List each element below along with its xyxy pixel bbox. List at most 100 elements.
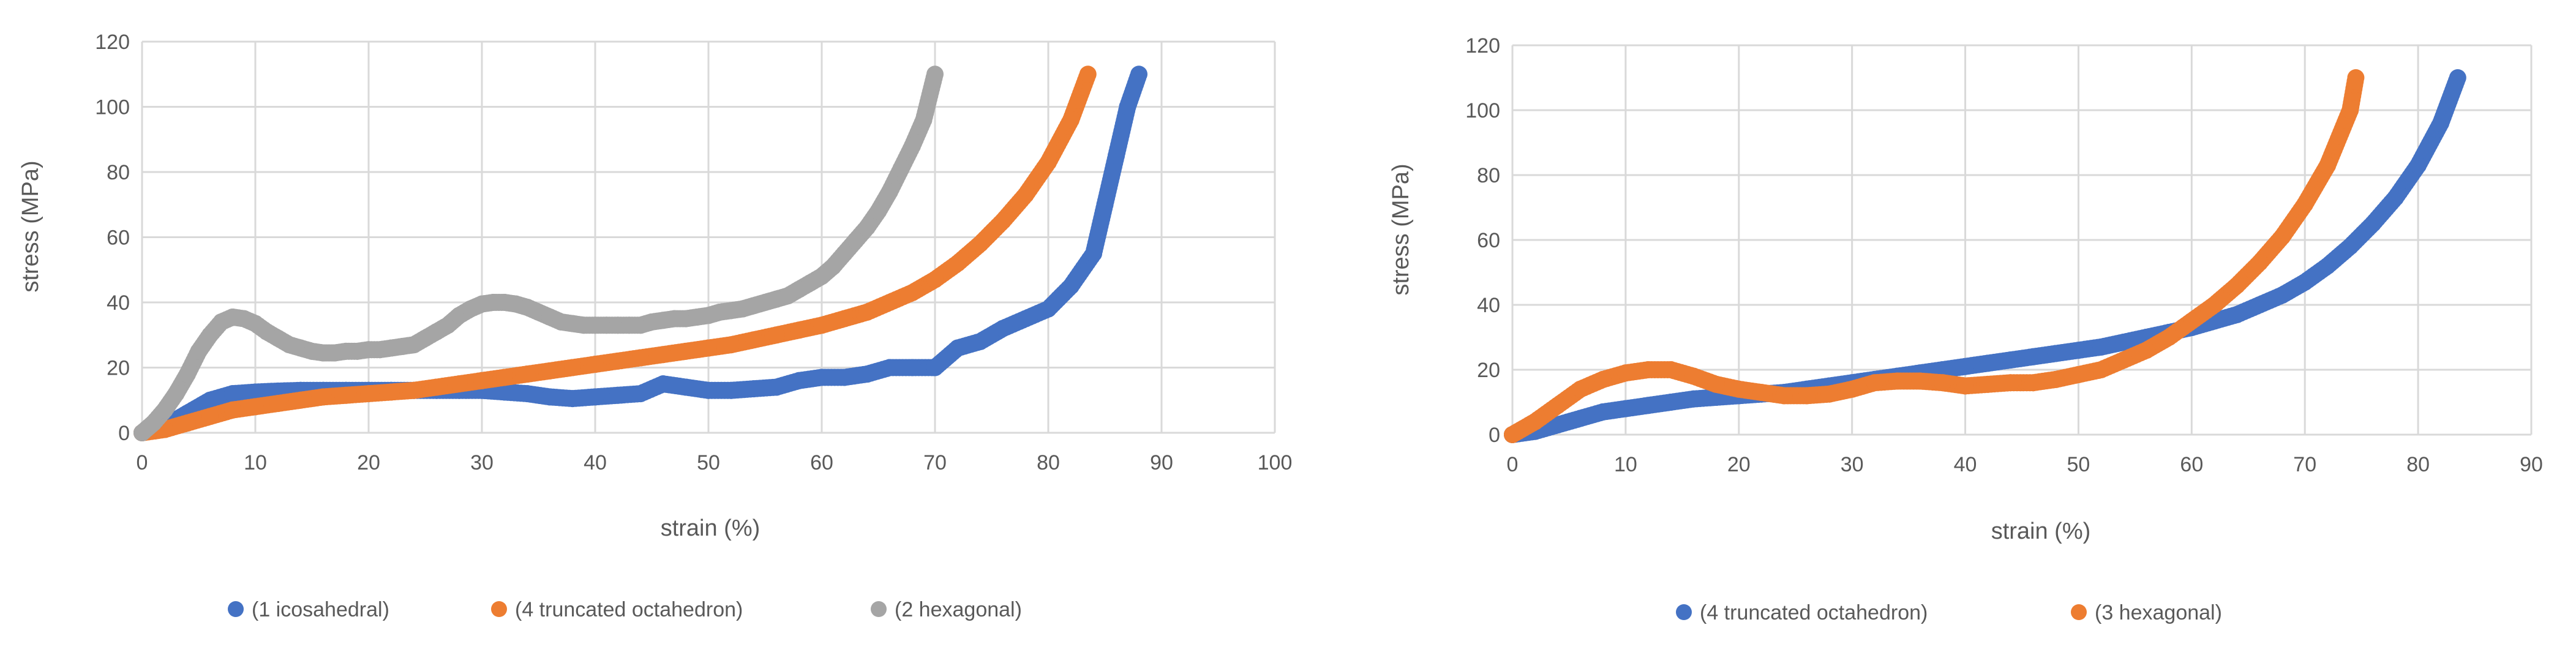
chart-right-series-1 [1504, 69, 2365, 443]
chart-right-series-1-point [1504, 426, 1521, 443]
chart-right-series-0-point [2409, 157, 2427, 174]
chart-left-series-1-point [723, 336, 740, 354]
chart-left-series-2-point [190, 342, 208, 360]
chart-left-series-2-point [869, 202, 887, 220]
chart-left-series-2-point [156, 401, 173, 419]
chart-right-series-1-point [2296, 195, 2314, 213]
chart-right-series-1-point [2274, 228, 2291, 245]
chart-left-x-axis-label: strain (%) [661, 515, 760, 541]
chart-right-legend: (4 truncated octahedron) (3 hexagonal) [1676, 601, 2222, 624]
chart-right-legend-marker [1676, 604, 1692, 620]
chart-right-series-0-point [2296, 273, 2314, 291]
chart-left-series-0-point [609, 386, 626, 404]
chart-left-series-1-point [904, 284, 921, 302]
chart-right-x-tick-label: 90 [2520, 453, 2543, 476]
chart-right-series-0-point [2024, 348, 2042, 365]
chart-right-marks [1504, 69, 2466, 443]
chart-left-series-0-point [836, 369, 853, 386]
chart-left-series-1-point [881, 294, 898, 311]
chart-left-x-tick-label: 0 [137, 451, 148, 474]
chart-right-x-tick-label: 20 [1727, 453, 1751, 476]
chart-right-gridlines [1511, 44, 2533, 436]
chart-left-x-tick-label: 40 [584, 451, 607, 474]
chart-left-series-2-point [926, 66, 944, 83]
chart-left-series-1-point [224, 401, 241, 419]
chart-left-series-2-point [167, 385, 185, 403]
chart-left-series-2-point [892, 160, 910, 178]
chart-right-series-1-point [2183, 312, 2201, 330]
chart-left-series-0-point [519, 385, 536, 403]
chart-left-series-2-point [915, 111, 933, 129]
chart-left-y-tick-label: 0 [118, 422, 130, 445]
chart-left-y-tick-label: 60 [107, 226, 130, 250]
chart-right-series-0-point [2387, 189, 2405, 207]
chart-left-x-tick-label: 90 [1150, 451, 1173, 474]
chart-left-series-0-point [587, 388, 604, 406]
chart-right-series-1-trail [1504, 72, 2364, 443]
chart-left-legend-label: (4 truncated octahedron) [515, 598, 743, 621]
chart-left-series-1-point [201, 408, 219, 425]
chart-right-y-tick-label: 120 [1465, 34, 1500, 58]
chart-left-series-0-point [745, 380, 762, 398]
chart-left-ticks: 0 20 40 60 80 100 120 0 10 20 30 40 50 60 70 80 90 100 [95, 31, 1292, 474]
chart-right-x-tick-label: 40 [1954, 453, 1977, 476]
chart-right-legend-label: (3 hexagonal) [2095, 601, 2222, 624]
chart-left-legend-label: (1 icosahedral) [252, 598, 389, 621]
chart-left-series-0-point [201, 391, 219, 409]
chart-left-series-0-point [1119, 98, 1136, 116]
chart-right-series-0-point [2251, 296, 2269, 313]
chart-right-y-axis-label: stress (MPa) [1388, 163, 1414, 295]
chart-left-series-0-point [1108, 147, 1125, 165]
chart-right-series-0-point [2047, 345, 2065, 362]
chart-right-series-1-point [1571, 380, 1589, 398]
chart-right-series-1-point [1752, 384, 1770, 402]
chart-left-series-0-point [224, 385, 241, 403]
chart-left-series-1-point [337, 386, 355, 404]
chart-right-series-1-point [1866, 374, 1883, 392]
chart-right-series-1-point [2251, 254, 2269, 272]
chart-right-series-1-point [2092, 361, 2110, 378]
chart-right-series-0-point [1549, 416, 1566, 434]
chart-right-series-1-point [1843, 380, 1861, 398]
chart-left-series-1-point [768, 326, 785, 344]
chart-left-legend-item: (1 icosahedral) [228, 598, 389, 621]
chart-left-x-tick-label: 30 [470, 451, 494, 474]
chart-left-x-tick-label: 20 [357, 451, 380, 474]
chart-right-series-0-point [2228, 305, 2246, 323]
chart-right-series-1-point [1730, 380, 1748, 398]
chart-left-series-0-point [1040, 300, 1057, 318]
chart-left-series-2-point [439, 316, 457, 334]
chart-left-series-1-point [926, 271, 944, 288]
chart-left-series-0-point [655, 375, 672, 393]
chart-left-series-2-point [847, 231, 865, 249]
chart-left-series-1-point [745, 331, 762, 349]
chart-right-legend-marker [2071, 604, 2087, 620]
chart-left-legend-marker [871, 601, 887, 617]
chart-left-series-1-point [247, 398, 264, 416]
chart-right-series-1-point [1798, 387, 1816, 405]
chart-left-series-0-point [813, 369, 830, 386]
chart-left-series-1-point [836, 310, 853, 328]
chart-left-x-tick-label: 60 [810, 451, 833, 474]
chart-right-y-tick-label: 0 [1489, 424, 1500, 447]
chart-right-series-0-point [1979, 354, 1997, 372]
chart-left-y-tick-label: 40 [107, 291, 130, 315]
chart-left-series-1-point [949, 255, 966, 272]
chart-right-series-0-point [1639, 397, 1657, 414]
chart-right-legend-item: (3 hexagonal) [2071, 601, 2222, 624]
chart-left-series-1-point [428, 378, 445, 396]
chart-left-series-0-point [1096, 196, 1114, 214]
chart-left-series-0-point [247, 383, 264, 401]
chart-left-x-tick-label: 10 [244, 451, 267, 474]
chart-right-y-tick-label: 100 [1465, 99, 1500, 122]
chart-left-series-1-point [609, 352, 626, 370]
chart-right-legend-label: (4 truncated octahedron) [1700, 601, 1928, 624]
chart-left-series-1-point [813, 316, 830, 334]
chart-left-legend-label: (2 hexagonal) [895, 598, 1022, 621]
chart-left-series-1-point [994, 212, 1012, 230]
chart-right-series-1-point [1707, 375, 1725, 393]
chart-right-series-1-point [1888, 372, 1906, 390]
chart-right-series-1-point [1820, 385, 1838, 403]
chart-left-series-1-point [655, 346, 672, 364]
chart-left-series-1-point [473, 372, 490, 389]
